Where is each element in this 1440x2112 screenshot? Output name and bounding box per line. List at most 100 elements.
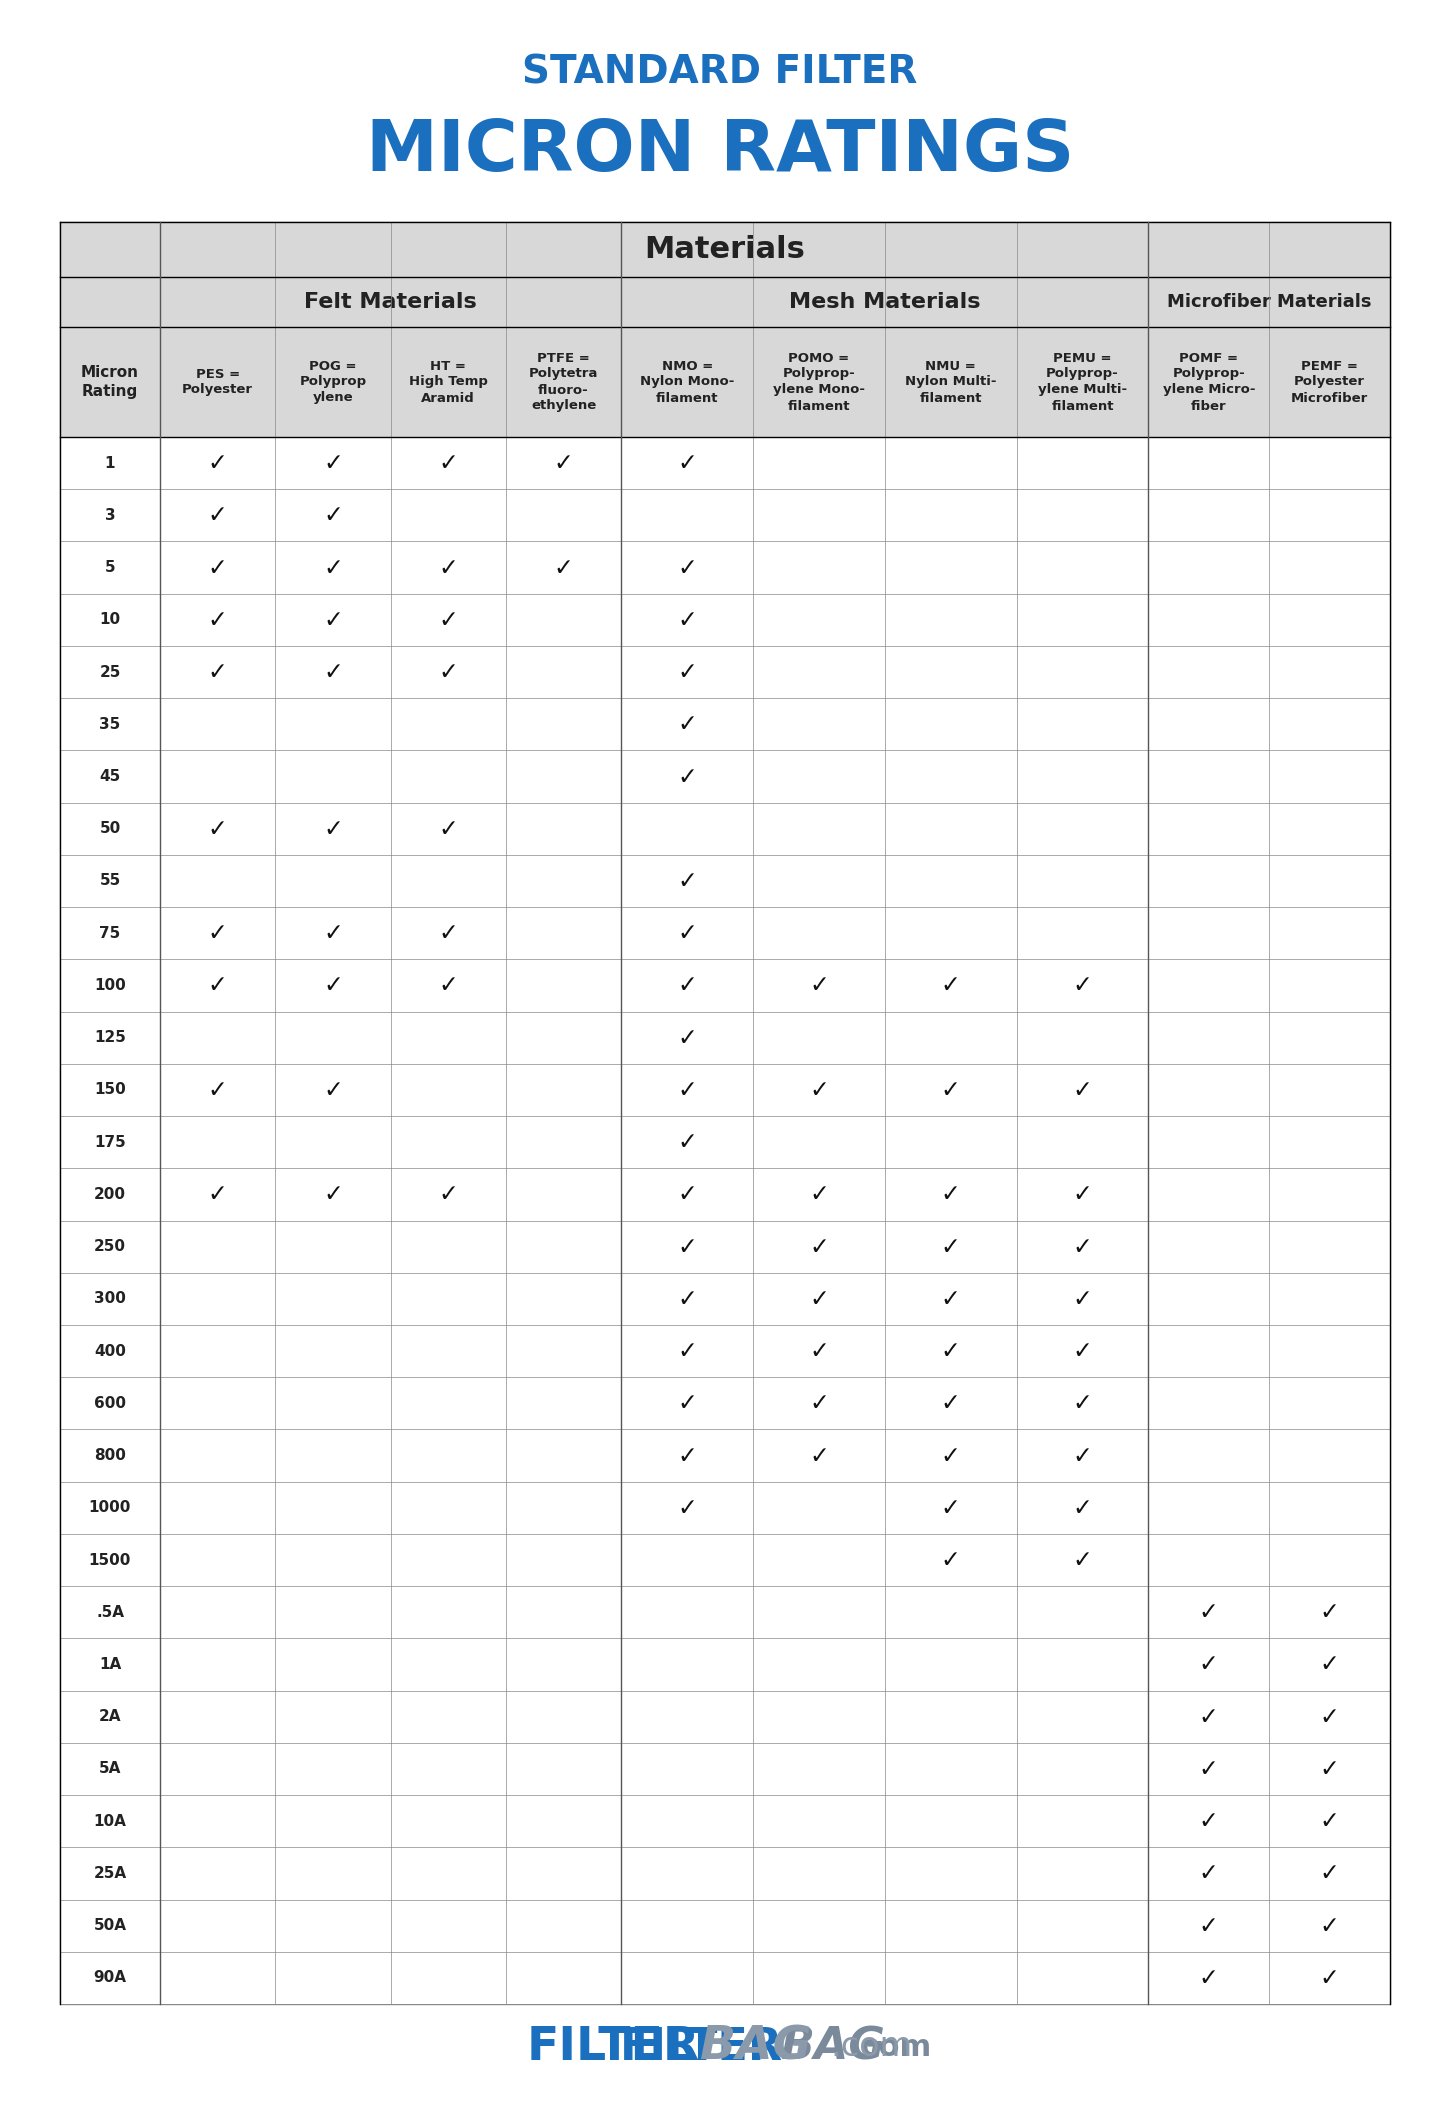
- Text: ✓: ✓: [809, 1392, 829, 1415]
- Text: ✓: ✓: [1200, 1810, 1218, 1833]
- Text: ✓: ✓: [1319, 1704, 1339, 1730]
- Text: ✓: ✓: [1200, 1966, 1218, 1990]
- FancyBboxPatch shape: [60, 1690, 1390, 1742]
- Text: ✓: ✓: [677, 974, 697, 997]
- Text: ✓: ✓: [677, 1236, 697, 1259]
- FancyBboxPatch shape: [60, 1899, 1390, 1951]
- Text: MICRON RATINGS: MICRON RATINGS: [366, 118, 1074, 186]
- Text: ✓: ✓: [809, 1339, 829, 1362]
- Text: ✓: ✓: [809, 974, 829, 997]
- Text: 50: 50: [99, 822, 121, 836]
- Text: 75: 75: [99, 925, 121, 940]
- Text: PEMF =
Polyester
Microfiber: PEMF = Polyester Microfiber: [1292, 359, 1368, 406]
- Text: 100: 100: [94, 978, 125, 993]
- FancyBboxPatch shape: [60, 1533, 1390, 1586]
- Text: ✓: ✓: [438, 974, 458, 997]
- Text: ✓: ✓: [1319, 1966, 1339, 1990]
- FancyBboxPatch shape: [60, 277, 1390, 327]
- Text: 10A: 10A: [94, 1814, 127, 1829]
- FancyBboxPatch shape: [60, 906, 1390, 959]
- Text: ✓: ✓: [809, 1183, 829, 1206]
- Text: ✓: ✓: [1319, 1757, 1339, 1780]
- Text: PES =
Polyester: PES = Polyester: [181, 367, 253, 397]
- Text: ✓: ✓: [677, 1495, 697, 1521]
- Text: ✓: ✓: [438, 1183, 458, 1206]
- Text: ✓: ✓: [1073, 1236, 1093, 1259]
- Text: ✓: ✓: [207, 661, 228, 684]
- Text: ✓: ✓: [438, 608, 458, 631]
- Text: ✓: ✓: [1319, 1913, 1339, 1937]
- FancyBboxPatch shape: [60, 1221, 1390, 1274]
- Text: ✓: ✓: [1073, 1392, 1093, 1415]
- Text: ✓: ✓: [677, 1339, 697, 1362]
- Text: Mesh Materials: Mesh Materials: [789, 291, 981, 313]
- Text: ✓: ✓: [677, 1077, 697, 1102]
- Text: ✓: ✓: [940, 974, 960, 997]
- Text: 55: 55: [99, 874, 121, 889]
- FancyBboxPatch shape: [60, 750, 1390, 803]
- Text: 175: 175: [94, 1134, 125, 1149]
- FancyBboxPatch shape: [60, 222, 1390, 2004]
- Text: ✓: ✓: [940, 1183, 960, 1206]
- Text: ✓: ✓: [940, 1495, 960, 1521]
- Text: ✓: ✓: [1073, 1339, 1093, 1362]
- Text: 50A: 50A: [94, 1918, 127, 1932]
- Text: 1A: 1A: [99, 1658, 121, 1673]
- Text: ✓: ✓: [940, 1077, 960, 1102]
- Text: POG =
Polyprop
ylene: POG = Polyprop ylene: [300, 359, 367, 406]
- Text: ✓: ✓: [438, 555, 458, 579]
- Text: ✓: ✓: [438, 452, 458, 475]
- FancyBboxPatch shape: [60, 1483, 1390, 1533]
- Text: ✓: ✓: [1319, 1861, 1339, 1886]
- Text: 2A: 2A: [99, 1709, 121, 1723]
- FancyBboxPatch shape: [60, 1795, 1390, 1848]
- Text: 90A: 90A: [94, 1970, 127, 1985]
- Text: ✓: ✓: [438, 661, 458, 684]
- FancyBboxPatch shape: [60, 1951, 1390, 2004]
- Text: 35: 35: [99, 716, 121, 731]
- Text: ✓: ✓: [323, 452, 343, 475]
- Text: ✓: ✓: [323, 974, 343, 997]
- Text: ✓: ✓: [940, 1339, 960, 1362]
- Text: 200: 200: [94, 1187, 127, 1202]
- Text: ✓: ✓: [1073, 974, 1093, 997]
- Text: ✓: ✓: [323, 1077, 343, 1102]
- Text: ✓: ✓: [940, 1236, 960, 1259]
- FancyBboxPatch shape: [60, 1742, 1390, 1795]
- Text: ✓: ✓: [677, 765, 697, 788]
- Text: HT =
High Temp
Aramid: HT = High Temp Aramid: [409, 359, 488, 406]
- Text: ✓: ✓: [809, 1442, 829, 1468]
- Text: .com: .com: [829, 2030, 913, 2063]
- Text: Materials: Materials: [645, 234, 805, 264]
- Text: ✓: ✓: [1073, 1183, 1093, 1206]
- FancyBboxPatch shape: [60, 855, 1390, 906]
- Text: 300: 300: [94, 1290, 125, 1307]
- Text: ✓: ✓: [323, 921, 343, 946]
- FancyBboxPatch shape: [60, 1012, 1390, 1064]
- Text: ✓: ✓: [207, 555, 228, 579]
- FancyBboxPatch shape: [60, 699, 1390, 750]
- FancyBboxPatch shape: [60, 1639, 1390, 1690]
- Text: 25A: 25A: [94, 1865, 127, 1882]
- Text: ✓: ✓: [554, 555, 573, 579]
- Text: ✓: ✓: [677, 1130, 697, 1153]
- Text: ✓: ✓: [323, 555, 343, 579]
- Text: ✓: ✓: [1200, 1861, 1218, 1886]
- Text: ✓: ✓: [207, 608, 228, 631]
- Text: ✓: ✓: [438, 817, 458, 841]
- Text: 125: 125: [94, 1031, 125, 1045]
- Text: POMO =
Polyprop-
ylene Mono-
filament: POMO = Polyprop- ylene Mono- filament: [773, 351, 865, 412]
- Text: FILTER: FILTER: [621, 2025, 783, 2068]
- Text: 10: 10: [99, 612, 121, 627]
- Text: 600: 600: [94, 1396, 127, 1411]
- Text: STANDARD FILTER: STANDARD FILTER: [523, 53, 917, 91]
- Text: ✓: ✓: [677, 1392, 697, 1415]
- Text: ✓: ✓: [940, 1286, 960, 1312]
- FancyBboxPatch shape: [60, 490, 1390, 541]
- Text: ✓: ✓: [677, 1026, 697, 1050]
- FancyBboxPatch shape: [60, 1274, 1390, 1324]
- Text: POMF =
Polyprop-
ylene Micro-
fiber: POMF = Polyprop- ylene Micro- fiber: [1162, 351, 1256, 412]
- Text: ✓: ✓: [1200, 1601, 1218, 1624]
- Text: ✓: ✓: [1073, 1286, 1093, 1312]
- FancyBboxPatch shape: [60, 1064, 1390, 1115]
